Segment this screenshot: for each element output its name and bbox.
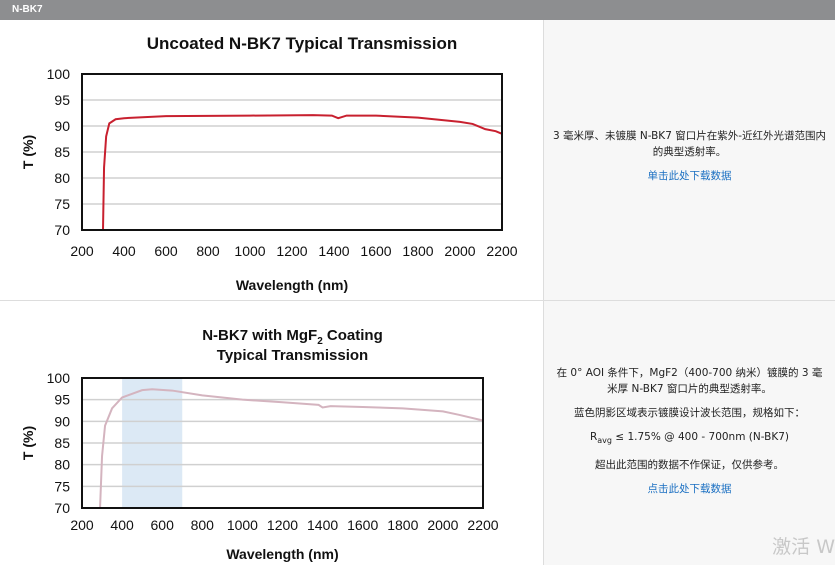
x-tick-label: 200: [70, 243, 94, 259]
uncoated-download-link[interactable]: 单击此处下载数据: [647, 170, 732, 182]
x-tick-label: 1200: [267, 517, 298, 533]
x-tick-label: 400: [110, 517, 134, 533]
x-tick-label: 1000: [227, 517, 258, 533]
coated-chart: 70 75 80 85 90 95 100 200 400 600 800 1000 1200 1400 1…: [20, 327, 499, 562]
x-tick-label: 2200: [467, 517, 498, 533]
x-tick-label: 200: [70, 517, 94, 533]
y-tick-label: 95: [54, 392, 70, 408]
uncoated-description: 3 毫米厚、未镀膜 N-BK7 窗口片在紫外-近红外光谱范围内的典型透射率。: [552, 130, 827, 158]
coated-description: 在 0° AOI 条件下，MgF2（400-700 纳米）镀膜的 3 毫米厚 N…: [556, 367, 823, 395]
y-tick-label: 90: [54, 413, 70, 429]
chart-subtitle: Typical Transmission: [217, 347, 368, 364]
y-tick-label: 90: [54, 118, 70, 134]
x-tick-label: 1400: [307, 517, 338, 533]
x-tick-label: 1600: [360, 243, 391, 259]
plot-frame: [81, 377, 484, 509]
y-tick-label: 100: [47, 370, 71, 386]
uncoated-row: 70 75 80 85 90 95 100 200 400 600 800 1000 1200 1400 1…: [0, 20, 835, 301]
y-tick-label: 70: [54, 222, 70, 238]
y-tick-label: 75: [54, 196, 70, 212]
y-tick-label: 70: [54, 500, 70, 516]
y-tick-label: 85: [54, 435, 70, 451]
y-tick-label: 80: [54, 457, 70, 473]
x-axis-label: Wavelength (nm): [226, 546, 338, 562]
x-tick-label: 800: [196, 243, 220, 259]
x-tick-label: 600: [154, 243, 178, 259]
x-axis-label: Wavelength (nm): [236, 277, 348, 293]
y-tick-label: 95: [54, 92, 70, 108]
coated-download-link[interactable]: 点击此处下载数据: [647, 483, 732, 496]
x-tick-label: 2200: [486, 243, 517, 259]
x-tick-label: 2000: [444, 243, 475, 259]
x-tick-label: 1800: [387, 517, 418, 533]
x-tick-label: 1000: [234, 243, 265, 259]
spec-intro: 蓝色阴影区域表示镀膜设计波长范围，规格如下：: [574, 407, 805, 419]
transmission-curve: [102, 114, 503, 231]
x-tick-label: 2000: [427, 517, 458, 533]
x-tick-label: 1200: [276, 243, 307, 259]
y-tick-label: 85: [54, 144, 70, 160]
coated-row: 70 75 80 85 90 95 100 200 400 600 800 1000 1200 1400 1…: [0, 301, 835, 565]
y-tick-label: 80: [54, 170, 70, 186]
x-tick-label: 1600: [347, 517, 378, 533]
chart-title: Uncoated N-BK7 Typical Transmission: [147, 34, 457, 53]
x-tick-label: 400: [112, 243, 136, 259]
x-tick-label: 800: [191, 517, 215, 533]
transmission-curve: [99, 388, 484, 509]
plot-frame: [81, 73, 503, 231]
x-tick-label: 600: [151, 517, 175, 533]
watermark: 激活 W: [772, 536, 835, 558]
x-tick-label: 1800: [402, 243, 433, 259]
y-axis-label: T (%): [20, 426, 36, 460]
section-header: N-BK7: [0, 0, 835, 20]
x-tick-label: 1400: [318, 243, 349, 259]
chart-title: N-BK7 with MgF2 Coating: [202, 327, 383, 347]
y-axis-label: T (%): [20, 135, 36, 169]
y-tick-label: 75: [54, 478, 70, 494]
uncoated-chart: 70 75 80 85 90 95 100 200 400 600 800 1000 1200 1400 1…: [20, 34, 518, 293]
y-tick-label: 100: [47, 66, 71, 82]
disclaimer: 超出此范围的数据不作保证，仅供参考。: [595, 459, 784, 472]
spec-value: Ravg ≤ 1.75% @ 400 - 700nm (N-BK7): [589, 431, 790, 446]
